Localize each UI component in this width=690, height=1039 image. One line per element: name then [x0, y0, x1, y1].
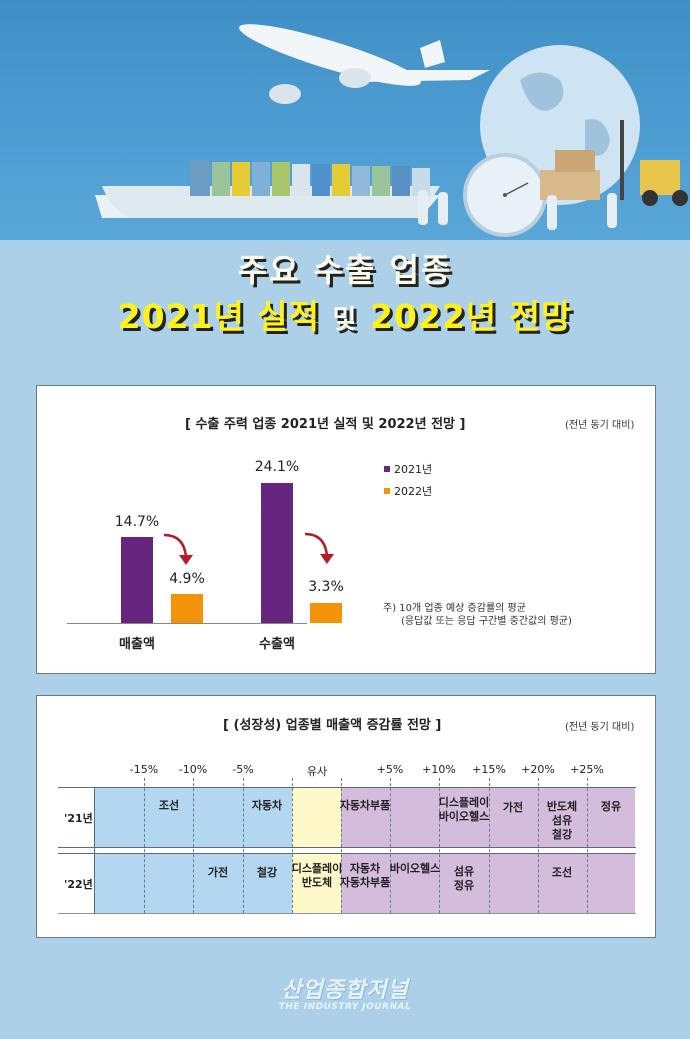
title-2021-results: 2021년 실적 [117, 297, 321, 336]
footnote-line-2: (응답값 또는 응답 구간별 중간값의 평균) [401, 616, 572, 627]
category-exports: 수출액 [259, 637, 295, 652]
grid-line [292, 778, 293, 913]
legend-swatch-purple-icon [384, 466, 390, 472]
cell-2022-biohealth: 바이오헬스 [389, 862, 441, 875]
page-title: 주요 수출 업종 2021년 실적 및 2022년 전망 [0, 248, 690, 345]
decrease-arrow-icon [304, 532, 334, 564]
grid-line [390, 778, 391, 913]
grid-line [193, 778, 194, 913]
row-label-2022: '22년 [64, 878, 93, 891]
tick-plus-20: +20% [521, 763, 555, 776]
tick-plus-15: +15% [472, 763, 506, 776]
cell-2021-automobile: 자동차 [251, 799, 283, 812]
cell-2021-display: 디스플레이 [438, 796, 490, 809]
legend-2021: 2021년 [384, 461, 432, 477]
footnote-line-1: 주) 10개 업종 예상 증감률의 평균 [383, 603, 526, 614]
cell-2022-textile: 섬유 [453, 865, 475, 878]
tick-minus-5: -5% [232, 763, 254, 776]
growth-table-title: [ (성장성) 업종별 매출액 증감률 전망 ] [223, 718, 442, 733]
row-divider [58, 787, 636, 788]
cell-2021-auto-parts: 자동차부품 [339, 799, 391, 812]
bar-exports-2022 [310, 603, 342, 623]
cell-2022-display: 디스플레이 [291, 862, 343, 875]
legend-label-2022: 2022년 [394, 485, 433, 498]
cell-2021-oil-refining: 정유 [600, 800, 622, 813]
grid-line [439, 778, 440, 913]
grid-line [489, 778, 490, 913]
hero-image [0, 0, 690, 240]
grid-line [341, 778, 342, 913]
grid-line [538, 778, 539, 913]
decrease-arrow-icon [163, 533, 193, 565]
title-2022-outlook: 2022년 전망 [369, 297, 573, 336]
cell-2022-auto-parts: 자동차부품 [339, 876, 391, 889]
legend-label-2021: 2021년 [394, 463, 433, 476]
bar-chart-panel: [ 수출 주력 업종 2021년 실적 및 2022년 전망 ] (전년 동기 … [36, 385, 656, 674]
row-divider [58, 847, 636, 848]
tick-plus-10: +10% [422, 763, 456, 776]
bar-sales-2022 [171, 594, 203, 623]
legend-swatch-orange-icon [384, 488, 390, 494]
grid-left-border [94, 787, 95, 914]
cell-2021-biohealth: 바이오헬스 [438, 810, 490, 823]
logo-korean: 산업종합저널 [281, 978, 409, 1003]
bar-label-exports-2021: 24.1% [254, 459, 300, 475]
cell-2021-semiconductor: 반도체 [546, 800, 578, 813]
grid-line [243, 778, 244, 913]
grid-line [587, 778, 588, 913]
tick-plus-5: +5% [376, 763, 404, 776]
cell-2021-steel: 철강 [551, 828, 573, 841]
category-sales: 매출액 [119, 637, 155, 652]
cell-2022-automobile: 자동차 [349, 862, 381, 875]
cell-2022-semiconductor: 반도체 [301, 876, 333, 889]
bar-label-exports-2022: 3.3% [308, 579, 344, 595]
title-line-1: 주요 수출 업종 [237, 251, 453, 289]
zone-similar-2021 [292, 788, 341, 847]
logo-english: THE INDUSTRY JOURNAL [278, 1002, 412, 1012]
title-and: 및 [332, 305, 358, 335]
logistics-illustration-icon [95, 24, 688, 237]
grid-line [144, 778, 145, 913]
bar-chart-subtitle: (전년 동기 대비) [565, 420, 635, 431]
cell-2021-shipbuilding: 조선 [158, 799, 180, 812]
tick-minus-15: -15% [129, 763, 159, 776]
cell-2022-appliances: 가전 [207, 866, 229, 879]
bar-label-sales-2021: 14.7% [114, 514, 160, 530]
cell-2021-textile: 섬유 [551, 814, 573, 827]
publisher-logo: 산업종합저널 THE INDUSTRY JOURNAL [0, 972, 690, 1012]
cell-2022-oil-refining: 정유 [453, 879, 475, 892]
bar-label-sales-2022: 4.9% [169, 571, 205, 587]
growth-table-panel: [ (성장성) 업종별 매출액 증감률 전망 ] (전년 동기 대비) -15%… [36, 695, 656, 938]
row-divider [58, 913, 636, 914]
tick-similar: 유사 [306, 765, 328, 778]
cell-2022-shipbuilding: 조선 [551, 866, 573, 879]
legend-2022: 2022년 [384, 483, 432, 499]
bar-chart-title: [ 수출 주력 업종 2021년 실적 및 2022년 전망 ] [185, 417, 466, 432]
bar-exports-2021 [261, 483, 293, 623]
bar-sales-2021 [121, 537, 153, 623]
zone-similar-2022 [292, 854, 341, 913]
x-axis-baseline [67, 623, 307, 624]
row-divider [58, 853, 636, 854]
cell-2021-appliances: 가전 [502, 801, 524, 814]
tick-plus-25: +25% [570, 763, 604, 776]
growth-table-subtitle: (전년 동기 대비) [565, 722, 635, 733]
row-label-2021: '21년 [64, 812, 93, 825]
title-line-2: 2021년 실적 및 2022년 전망 [0, 292, 690, 345]
tick-minus-10: -10% [178, 763, 208, 776]
cell-2022-steel: 철강 [256, 866, 278, 879]
